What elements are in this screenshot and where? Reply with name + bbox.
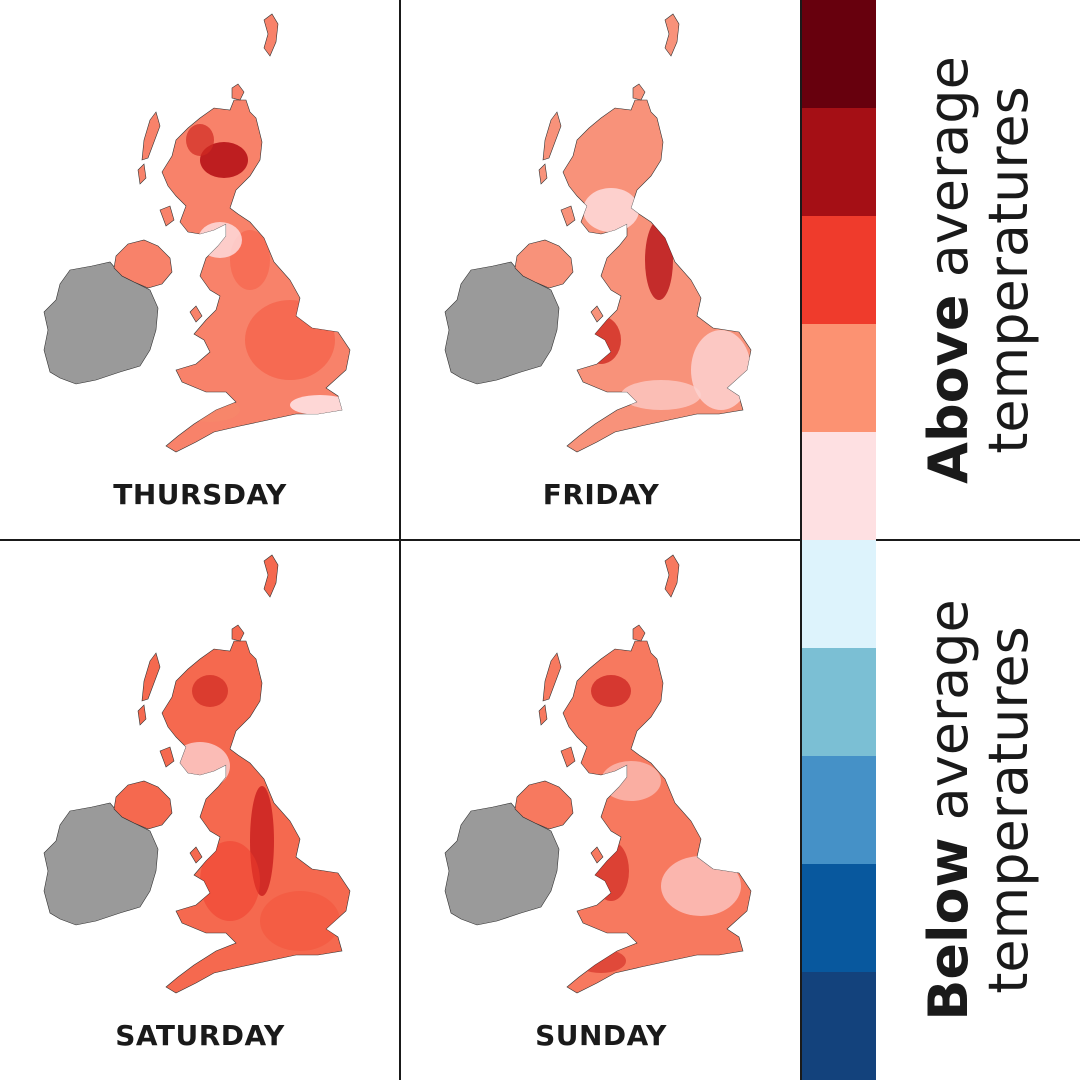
anomaly-patch xyxy=(621,380,701,410)
northern-ireland-landmass xyxy=(113,239,173,289)
legend-above-line2: temperatures xyxy=(977,86,1040,454)
legend-above-rest: average xyxy=(917,56,980,295)
anomaly-patch xyxy=(245,300,335,380)
island xyxy=(538,163,548,185)
northern-ireland-landmass xyxy=(514,780,574,830)
anomaly-patch xyxy=(581,316,621,364)
anomaly-patch xyxy=(180,398,240,422)
panel-thursday: THURSDAY xyxy=(0,0,400,540)
legend-swatch xyxy=(802,972,876,1080)
legend-swatch xyxy=(802,216,876,324)
island xyxy=(137,704,147,726)
island xyxy=(590,846,604,864)
great-britain-landmass xyxy=(562,640,752,994)
anomaly-patch xyxy=(583,188,639,232)
island xyxy=(231,83,245,101)
island xyxy=(159,746,175,768)
day-label-thursday: THURSDAY xyxy=(113,478,287,511)
island xyxy=(189,305,203,323)
anomaly-patch xyxy=(260,891,340,951)
legend-swatch xyxy=(802,0,876,108)
map-friday xyxy=(444,13,752,453)
legend-swatch xyxy=(802,864,876,972)
anomaly-patch xyxy=(591,675,631,707)
island xyxy=(263,13,279,57)
anomaly-patch xyxy=(645,220,673,300)
island xyxy=(263,554,279,598)
divider-horizontal xyxy=(0,539,1080,541)
island xyxy=(664,554,680,598)
panel-saturday: SATURDAY xyxy=(0,541,400,1081)
anomaly-patch xyxy=(186,124,214,156)
legend-swatch xyxy=(802,432,876,540)
island xyxy=(632,83,646,101)
island xyxy=(141,111,161,161)
legend-swatch xyxy=(802,540,876,648)
island xyxy=(560,205,576,227)
legend-swatch xyxy=(802,108,876,216)
day-label-saturday: SATURDAY xyxy=(115,1019,285,1052)
island xyxy=(542,652,562,702)
anomaly-patch xyxy=(200,841,260,921)
northern-ireland-landmass xyxy=(514,239,574,289)
island xyxy=(137,163,147,185)
legend-swatch xyxy=(802,756,876,864)
legend-above-bold: Above xyxy=(917,294,980,484)
panel-sunday: SUNDAY xyxy=(401,541,801,1081)
legend-above: Above average temperatures xyxy=(904,0,1054,540)
panel-friday: FRIDAY xyxy=(401,0,801,540)
anomaly-patch xyxy=(290,395,350,415)
anomaly-patch xyxy=(198,222,242,258)
map-thursday xyxy=(43,13,351,453)
island xyxy=(542,111,562,161)
legend-below-rest: average xyxy=(917,599,980,838)
legend-below-line2: temperatures xyxy=(977,626,1040,994)
island xyxy=(141,652,161,702)
map-saturday xyxy=(43,554,351,994)
day-label-sunday: SUNDAY xyxy=(535,1019,667,1052)
island xyxy=(189,846,203,864)
island xyxy=(159,205,175,227)
anomaly-patch xyxy=(661,856,741,916)
anomaly-patch xyxy=(192,675,228,707)
map-sunday xyxy=(444,554,752,994)
anomaly-patch xyxy=(601,761,661,801)
legend-swatch xyxy=(802,648,876,756)
island xyxy=(560,746,576,768)
island xyxy=(590,305,604,323)
legend-below: Below average temperatures xyxy=(904,540,1054,1080)
legend-below-bold: Below xyxy=(917,837,980,1021)
legend-swatch xyxy=(802,324,876,432)
northern-ireland-landmass xyxy=(113,780,173,830)
legend-color-scale xyxy=(802,0,876,1080)
anomaly-patch xyxy=(200,142,248,178)
island xyxy=(632,624,646,642)
island xyxy=(231,624,245,642)
day-label-friday: FRIDAY xyxy=(542,478,660,511)
island xyxy=(664,13,680,57)
island xyxy=(538,704,548,726)
